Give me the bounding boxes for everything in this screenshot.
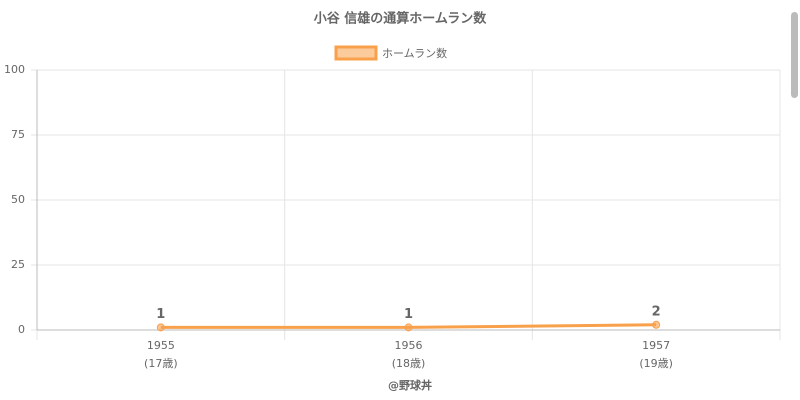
y-tick-label: 50 — [11, 193, 25, 206]
y-tick-label: 100 — [4, 63, 25, 76]
data-label: 2 — [652, 304, 661, 319]
x-tick-sublabel: (19歳) — [639, 357, 673, 370]
x-tick-label: 1956 — [395, 339, 423, 352]
footer: @野球丼 — [388, 378, 432, 392]
data-label: 1 — [404, 307, 413, 322]
y-tick-label: 75 — [11, 128, 25, 141]
x-tick-sublabel: (17歳) — [144, 357, 178, 370]
y-tick-label: 0 — [18, 323, 25, 336]
y-tick-label: 25 — [11, 258, 25, 271]
legend-swatch — [334, 45, 378, 61]
point — [156, 323, 165, 332]
point — [652, 320, 661, 329]
x-tick-label: 1955 — [147, 339, 175, 352]
x-tick-label: 1957 — [642, 339, 670, 352]
x-tick-sublabel: (18歳) — [392, 357, 426, 370]
point — [404, 323, 413, 332]
scrollbar[interactable] — [791, 12, 798, 98]
data-label: 1 — [156, 307, 165, 322]
chart-title: 小谷 信雄の通算ホームラン数 — [314, 11, 487, 27]
legend-label: ホームラン数 — [382, 47, 447, 60]
